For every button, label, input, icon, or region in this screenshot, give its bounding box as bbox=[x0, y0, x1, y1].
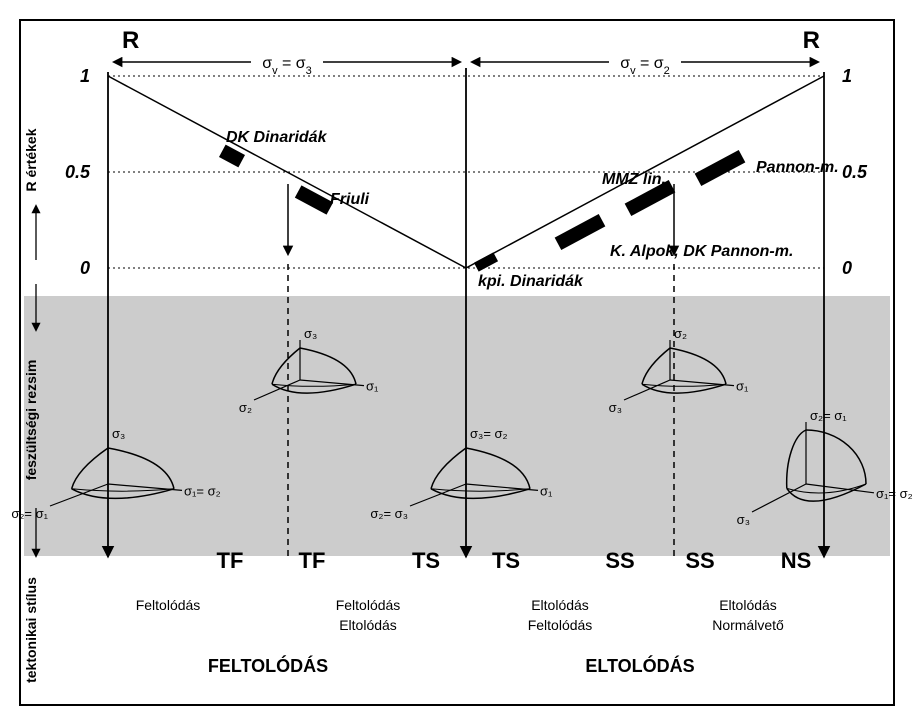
big-label-left: FELTOLÓDÁS bbox=[208, 655, 328, 676]
axis-label: σ₂= σ₃ bbox=[370, 506, 408, 521]
y-tick-left: 0 bbox=[80, 258, 90, 278]
sigma-label: σv = σ2 bbox=[620, 55, 670, 77]
style-code: SS bbox=[605, 548, 634, 573]
desc-line: Eltolódás bbox=[719, 597, 777, 613]
style-code: TF bbox=[217, 548, 244, 573]
style-code: TF bbox=[299, 548, 326, 573]
desc-line: Feltolódás bbox=[528, 617, 593, 633]
side-label-r: R értékek bbox=[23, 128, 39, 191]
axis-label: σ₁= σ₂ bbox=[184, 483, 221, 498]
point-label: Friuli bbox=[330, 191, 370, 208]
big-label-right: ELTOLÓDÁS bbox=[585, 655, 694, 676]
axis-label: σ₁ bbox=[366, 379, 379, 394]
desc-line: Feltolódás bbox=[336, 597, 401, 613]
y-tick-right: 0.5 bbox=[842, 162, 868, 182]
gray-band bbox=[24, 296, 890, 556]
axis-label: σ₂ bbox=[674, 326, 687, 341]
desc-line: Eltolódás bbox=[339, 617, 397, 633]
y-tick-right: 0 bbox=[842, 258, 852, 278]
point-label: Pannon-m. bbox=[756, 159, 839, 176]
sigma-label: σv = σ3 bbox=[262, 55, 312, 77]
axis-label: σ₃ bbox=[609, 400, 622, 415]
r-label-right: R bbox=[803, 27, 820, 54]
style-code: NS bbox=[781, 548, 812, 573]
axis-label: σ₂= σ₁ bbox=[810, 408, 847, 423]
style-code: SS bbox=[685, 548, 714, 573]
point-label: K. Alpok, DK Pannon-m. bbox=[610, 243, 793, 260]
r-label-left: R bbox=[122, 27, 139, 54]
axis-label: σ₁= σ₂ bbox=[876, 486, 913, 501]
axis-label: σ₂ bbox=[239, 400, 252, 415]
point-label: DK Dinaridák bbox=[226, 129, 328, 146]
data-point bbox=[555, 214, 606, 250]
axis-label: σ₃= σ₂ bbox=[470, 426, 508, 441]
style-code: TS bbox=[412, 548, 440, 573]
data-point bbox=[695, 150, 746, 186]
y-tick-left: 0.5 bbox=[65, 162, 91, 182]
axis-label: σ₂= σ₁ bbox=[11, 506, 48, 521]
axis-label: σ₃ bbox=[304, 326, 317, 341]
v-line-left bbox=[108, 76, 466, 268]
side-label-style: tektonikai stílus bbox=[23, 577, 39, 683]
axis-label: σ₃ bbox=[737, 512, 750, 527]
axis-label: σ₁ bbox=[540, 483, 553, 498]
data-point bbox=[474, 252, 498, 271]
style-code: TS bbox=[492, 548, 520, 573]
axis-label: σ₁ bbox=[736, 379, 749, 394]
desc-line: Feltolódás bbox=[136, 597, 201, 613]
side-label-regime: feszültségi rezsim bbox=[23, 360, 39, 481]
desc-line: Normálvető bbox=[712, 617, 784, 633]
desc-line: Eltolódás bbox=[531, 597, 589, 613]
axis-label: σ₃ bbox=[112, 426, 125, 441]
y-tick-right: 1 bbox=[842, 66, 852, 86]
y-tick-left: 1 bbox=[80, 66, 90, 86]
data-point bbox=[295, 185, 333, 214]
point-label: MMZ lin. bbox=[602, 171, 666, 188]
point-label: kpi. Dinaridák bbox=[478, 273, 584, 290]
